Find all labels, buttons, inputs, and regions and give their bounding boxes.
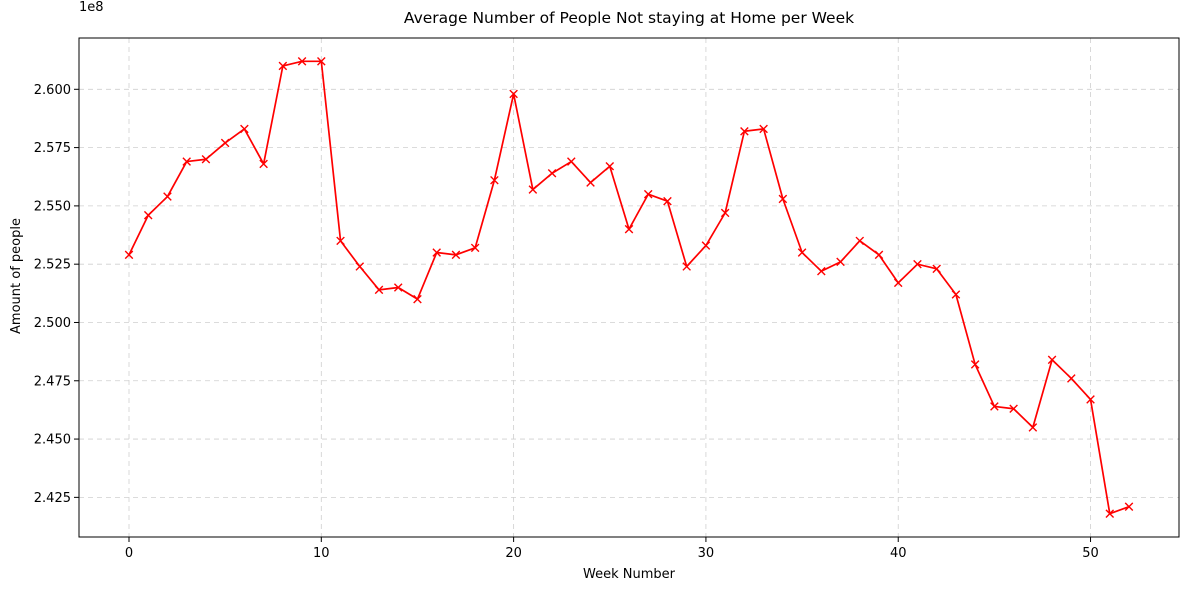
data-point-marker (1086, 395, 1095, 404)
data-point-marker (1105, 509, 1115, 518)
x-tick-label: 50 (1082, 546, 1099, 561)
data-point-marker (182, 157, 191, 166)
data-point-marker (259, 159, 268, 169)
x-axis-ticks: 0 10 20 30 40 50 (125, 537, 1099, 561)
data-point-marker (547, 168, 557, 178)
data-point-marker (855, 236, 865, 246)
data-point-marker (586, 178, 595, 187)
y-tick-label: 2.500 (34, 316, 71, 331)
data-point-marker (240, 124, 249, 134)
data-point-marker (836, 257, 845, 267)
data-point-marker (682, 262, 691, 271)
data-point-marker (990, 402, 999, 411)
data-point-marker (413, 294, 422, 304)
x-tick-label: 10 (313, 546, 330, 561)
data-point-marker (374, 285, 384, 295)
y-axis-offset-label: 1e8 (79, 0, 104, 15)
x-tick-label: 0 (125, 546, 133, 561)
y-tick-label: 2.450 (34, 433, 71, 448)
y-tick-label: 2.525 (34, 258, 71, 273)
data-point-marker (143, 210, 153, 220)
data-point-marker (201, 154, 211, 164)
x-tick-label: 30 (698, 546, 715, 561)
x-axis-label: Week Number (583, 567, 676, 582)
data-point-marker (663, 196, 672, 206)
x-tick-label: 40 (890, 546, 907, 561)
data-point-marker (970, 360, 980, 369)
data-point-marker (720, 208, 730, 218)
data-point-marker (220, 138, 230, 148)
x-tick-label: 20 (505, 546, 522, 561)
data-point-marker (624, 224, 634, 234)
data-point-marker (336, 236, 345, 246)
data-point-marker (490, 175, 499, 185)
data-point-marker (567, 157, 576, 166)
data-point-marker (817, 266, 826, 276)
y-tick-label: 2.475 (34, 374, 71, 389)
data-point-marker (1124, 502, 1134, 511)
data-point-marker (297, 57, 307, 66)
series-layer (124, 57, 1134, 518)
grid-lines (79, 38, 1179, 537)
y-axis-label: Amount of people (9, 218, 24, 334)
data-point-marker (528, 185, 538, 194)
data-point-marker (393, 283, 403, 292)
data-point-marker (1067, 374, 1076, 383)
data-point-marker (1028, 423, 1038, 432)
y-tick-label: 2.600 (34, 83, 71, 98)
plot-area-frame (78, 37, 1180, 538)
y-tick-label: 2.425 (34, 491, 71, 506)
data-point-marker (605, 161, 615, 171)
data-point-marker (1009, 404, 1018, 414)
data-point-marker (163, 192, 172, 201)
data-point-marker (913, 259, 922, 269)
data-point-marker (1047, 355, 1057, 365)
data-point-marker (470, 243, 480, 253)
y-axis-ticks: 2.425 2.450 2.475 2.500 2.525 2.550 2.575 2.600 (34, 83, 79, 506)
data-point-marker (509, 89, 518, 99)
data-point-marker (932, 264, 941, 274)
data-point-marker (874, 250, 884, 260)
data-point-marker (951, 290, 961, 299)
chart-title: Average Number of People Not staying at … (404, 9, 854, 27)
data-point-marker (278, 61, 288, 71)
data-point-marker (355, 262, 365, 271)
data-point-marker (893, 278, 903, 288)
data-point-marker (124, 250, 134, 260)
y-tick-label: 2.550 (34, 199, 71, 214)
data-point-marker (740, 126, 749, 136)
y-tick-label: 2.575 (34, 141, 71, 156)
data-point-marker (797, 248, 807, 257)
data-point-marker (432, 248, 441, 257)
data-point-marker (778, 194, 788, 204)
data-point-marker (759, 124, 768, 134)
data-point-marker (701, 241, 711, 250)
data-point-marker (317, 57, 326, 66)
data-point-marker (643, 189, 653, 199)
data-point-marker (451, 250, 461, 260)
